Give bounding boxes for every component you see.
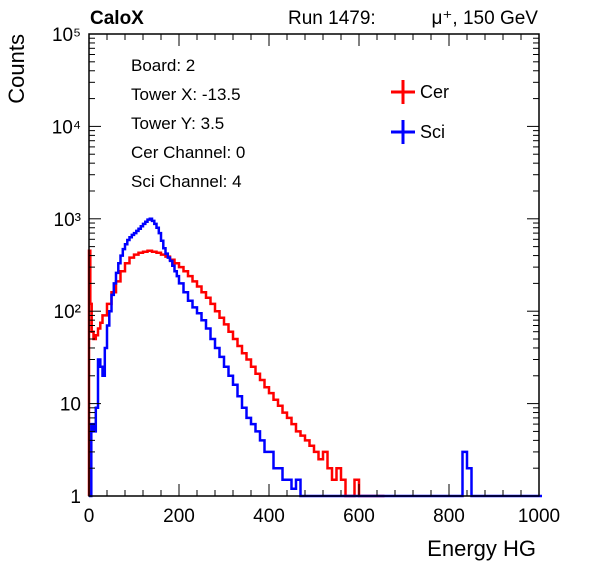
legend-sci-label: Sci <box>420 122 445 142</box>
x-tick-label: 1000 <box>518 506 560 527</box>
run-label: Run 1479: <box>288 8 376 29</box>
particle-label: μ⁺, 150 GeV <box>431 8 538 29</box>
info-tower-y: Tower Y: 3.5 <box>131 114 224 133</box>
x-tick-label: 0 <box>84 506 95 527</box>
x-tick-label: 600 <box>343 506 375 527</box>
y-ticks: 1 10 10² 10³ 10⁴ 10⁵ <box>52 25 539 508</box>
y-tick-label: 10 <box>60 395 81 416</box>
legend-cer-label: Cer <box>420 82 449 102</box>
info-tower-x: Tower X: -13.5 <box>131 85 241 104</box>
x-tick-label: 800 <box>433 506 465 527</box>
y-tick-label: 10⁵ <box>52 25 81 46</box>
info-board: Board: 2 <box>131 56 195 75</box>
series-line-sci <box>89 217 542 498</box>
y-tick-label: 10³ <box>54 210 81 231</box>
series-layer <box>87 217 542 498</box>
x-tick-label: 200 <box>163 506 195 527</box>
y-axis-label: Counts <box>4 34 29 104</box>
info-cer-channel: Cer Channel: 0 <box>131 143 245 162</box>
info-block: Board: 2 Tower X: -13.5 Tower Y: 3.5 Cer… <box>131 56 245 191</box>
y-tick-label: 10² <box>54 302 81 323</box>
legend: Cer Sci <box>391 80 449 144</box>
y-tick-label: 1 <box>70 487 81 508</box>
legend-entry-sci: Sci <box>391 120 445 144</box>
x-ticks: 0 200 400 600 800 1000 <box>84 34 560 527</box>
y-tick-label: 10⁴ <box>52 117 81 138</box>
info-sci-channel: Sci Channel: 4 <box>131 172 242 191</box>
x-tick-label: 400 <box>253 506 285 527</box>
legend-entry-cer: Cer <box>391 80 449 104</box>
experiment-label: CaloX <box>90 8 144 29</box>
series-line-cer <box>87 249 385 498</box>
plot-frame <box>88 33 540 497</box>
x-axis-label: Energy HG <box>427 536 536 561</box>
